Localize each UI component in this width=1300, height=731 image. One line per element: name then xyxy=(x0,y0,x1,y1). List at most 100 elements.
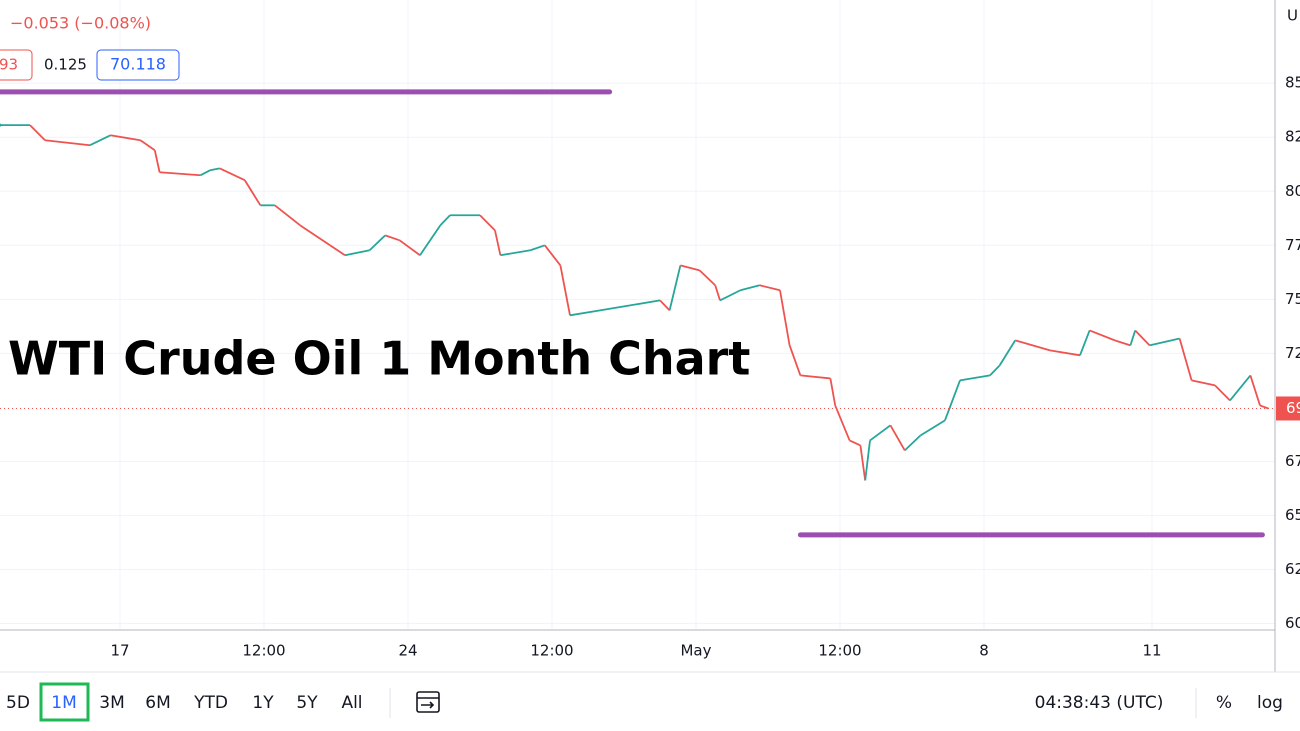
price-segment xyxy=(944,380,961,421)
price-segment xyxy=(889,424,906,451)
price-segment xyxy=(44,139,91,147)
legend-box xyxy=(96,49,180,81)
price-segment xyxy=(834,405,851,441)
last-price-label: 69 xyxy=(1286,399,1300,417)
percent-toggle[interactable]: % xyxy=(1216,693,1232,713)
price-segment xyxy=(219,167,246,182)
axis-unit: U xyxy=(1287,7,1298,25)
price-segment xyxy=(110,134,141,142)
price-segment xyxy=(779,290,791,346)
price-segment xyxy=(1259,404,1269,410)
active-range xyxy=(39,682,90,722)
price-segment xyxy=(1089,329,1116,342)
price-segment xyxy=(904,434,922,452)
y-tick-label: 80 xyxy=(1285,182,1300,200)
y-tick-label: 72 xyxy=(1285,344,1300,362)
range-button[interactable]: 1M xyxy=(51,693,76,713)
x-tick-label: 12:00 xyxy=(530,642,573,660)
price-segment xyxy=(569,309,601,317)
y-tick-label: 60 xyxy=(1285,614,1300,632)
price-segment xyxy=(1149,337,1180,347)
price-segment xyxy=(829,378,837,406)
price-segment xyxy=(244,179,262,206)
range-button[interactable]: 5Y xyxy=(296,693,318,713)
grid xyxy=(0,0,1275,630)
range-button[interactable]: All xyxy=(341,693,362,713)
compare-icon[interactable] xyxy=(416,691,440,713)
x-tick-label: 24 xyxy=(398,642,417,660)
price-segment xyxy=(153,150,161,173)
price-segment xyxy=(299,224,331,247)
price-segment xyxy=(199,169,211,177)
price-segment xyxy=(788,345,802,376)
x-tick-label: 8 xyxy=(979,642,989,660)
range-button[interactable]: 5D xyxy=(6,693,30,713)
y-tick-label: 62 xyxy=(1285,560,1300,578)
price-segment xyxy=(659,299,671,311)
y-tick-label: 65 xyxy=(1285,506,1300,524)
legend-box xyxy=(0,49,33,81)
price-segment xyxy=(668,265,682,311)
last-price-box xyxy=(1276,396,1300,421)
price-segment xyxy=(719,289,741,302)
legend-spread: 0.125 xyxy=(44,56,87,74)
legend-change: −0.053 (−0.08%) xyxy=(10,14,151,33)
price-segment xyxy=(159,171,201,177)
price-segment xyxy=(859,445,867,481)
price-segment xyxy=(1229,374,1252,402)
price-segment xyxy=(599,304,631,312)
range-button[interactable]: YTD xyxy=(193,693,228,713)
price-segment xyxy=(1214,384,1231,402)
price-segment xyxy=(344,249,370,257)
price-segment xyxy=(1114,339,1131,347)
price-segment xyxy=(1129,330,1137,346)
toolbar: 5D 1M 3M 6M YTD 1Y 5Y All xyxy=(6,682,363,722)
price-segment xyxy=(1249,375,1261,406)
range-button[interactable]: 6M xyxy=(145,693,170,713)
price-segment xyxy=(800,374,831,380)
price-segment xyxy=(714,285,721,301)
y-tick-label: 67 xyxy=(1285,452,1300,470)
legend-open: 93 xyxy=(0,56,18,74)
legend-price: 70.118 xyxy=(110,55,166,74)
price-segment xyxy=(864,440,871,481)
price-segment xyxy=(139,139,156,151)
price-segment xyxy=(439,214,451,226)
clock: 04:38:43 (UTC) xyxy=(1035,693,1164,713)
log-toggle[interactable]: log xyxy=(1257,693,1283,713)
x-tick-label: 11 xyxy=(1142,642,1161,660)
price-segment xyxy=(479,214,496,232)
x-tick-label: 12:00 xyxy=(242,642,285,660)
price-segment xyxy=(500,249,531,257)
price-segment xyxy=(740,284,760,292)
price-segment xyxy=(849,439,861,447)
y-tick-label: 77 xyxy=(1285,236,1300,254)
price-segment xyxy=(1134,329,1151,346)
price-segment xyxy=(1014,339,1051,352)
y-tick-label: 82 xyxy=(1285,128,1300,146)
y-tick-label: 85 xyxy=(1285,74,1300,92)
y-tick-label: 75 xyxy=(1285,290,1300,308)
price-segment xyxy=(29,124,46,141)
price-segment xyxy=(1191,379,1216,387)
range-button[interactable]: 3M xyxy=(99,693,124,713)
price-segment xyxy=(384,234,400,242)
price-segment xyxy=(494,230,502,256)
x-tick-label: 17 xyxy=(110,642,129,660)
x-tick-label: May xyxy=(680,642,711,660)
price-segment xyxy=(759,284,781,292)
price-segment xyxy=(544,244,562,266)
plot xyxy=(0,89,1275,538)
price-segment xyxy=(989,364,1001,377)
price-segment xyxy=(629,299,661,307)
range-button[interactable]: 1Y xyxy=(252,693,274,713)
price-segment xyxy=(559,265,571,316)
price-segment xyxy=(1049,349,1081,357)
price-segment xyxy=(530,244,546,252)
price-segment xyxy=(399,239,421,256)
price-segment xyxy=(680,264,700,272)
price-segment xyxy=(209,167,220,172)
price-segment xyxy=(869,424,891,442)
price-segment xyxy=(919,419,946,437)
